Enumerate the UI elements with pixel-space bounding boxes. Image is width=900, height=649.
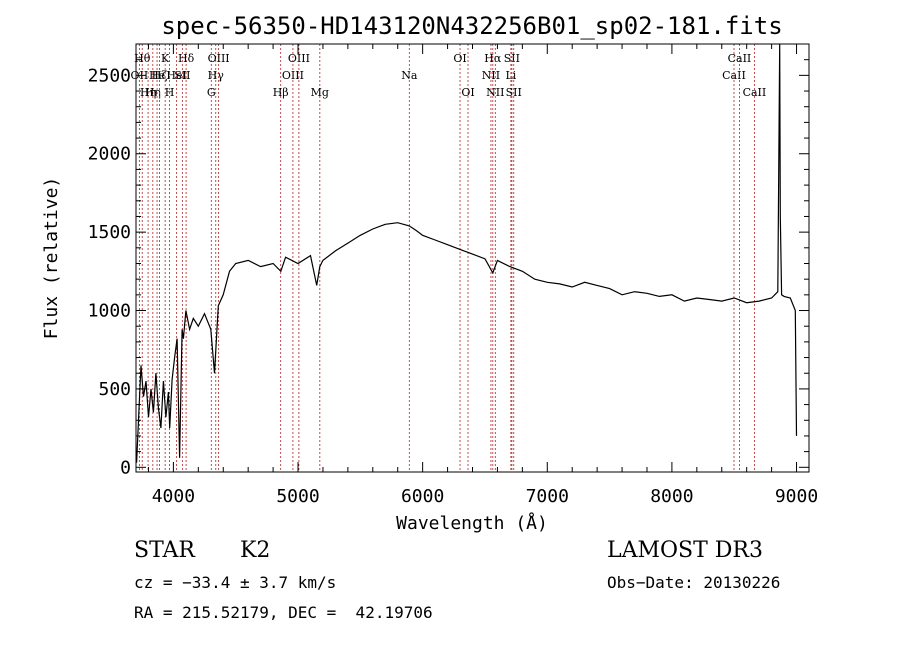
line-marker-label-11: G <box>207 86 216 99</box>
line-marker-label-13: OIII <box>208 52 230 65</box>
line-marker-label-5: Hζ <box>152 69 168 82</box>
line-marker-label-15: OIII <box>282 69 304 82</box>
x-tick-label-5000: 5000 <box>276 486 319 507</box>
line-marker-label-10: Hδ <box>178 52 195 65</box>
y-tick-label-1500: 1500 <box>88 222 131 243</box>
redshift-text: cz = −33.4 ± 3.7 km/s <box>134 573 337 592</box>
y-axis-label: Flux (relative) <box>41 177 62 340</box>
line-markers: OIIHθHηHηHeHζKHHeISIIHδGHγOIIIHβOIIIOIII… <box>131 44 767 472</box>
x-tick-label-4000: 4000 <box>152 486 195 507</box>
line-marker-label-19: OI <box>453 52 466 65</box>
line-marker-label-7: H <box>165 86 175 99</box>
spectral-subclass: K2 <box>240 538 271 563</box>
line-marker-label-3: Hη <box>145 86 161 99</box>
plot-frame <box>135 43 810 473</box>
line-marker-label-23: NII <box>486 86 504 99</box>
line-marker-label-6: K <box>161 52 170 65</box>
line-marker-label-16: OIII <box>288 52 310 65</box>
line-marker-label-22: Hα <box>484 52 502 65</box>
line-marker-label-9: SII <box>174 69 190 82</box>
line-marker-label-20: OI <box>461 86 474 99</box>
x-tick-label-8000: 8000 <box>650 486 693 507</box>
line-marker-label-17: Mg <box>311 86 329 99</box>
y-tick-label-2500: 2500 <box>88 65 131 86</box>
line-marker-label-24: Li <box>505 69 516 82</box>
line-marker-label-21: NII <box>482 69 500 82</box>
x-tick-label-7000: 7000 <box>526 486 569 507</box>
y-tick-label-0: 0 <box>120 457 131 478</box>
line-marker-label-1: Hθ <box>134 52 151 65</box>
spectrum-line <box>136 43 798 463</box>
line-marker-label-2: Hη <box>140 86 156 99</box>
y-tick-label-500: 500 <box>98 379 131 400</box>
object-class: STAR <box>134 538 195 563</box>
line-marker-label-29: CaII <box>743 86 767 99</box>
line-marker-label-18: Na <box>401 69 418 82</box>
survey-name: LAMOST DR3 <box>607 538 763 563</box>
line-marker-label-4: He <box>149 69 165 82</box>
line-marker-label-25: SII <box>504 52 520 65</box>
y-tick-label-2000: 2000 <box>88 144 131 165</box>
line-marker-label-26: SII <box>506 86 522 99</box>
line-marker-label-8: HeI <box>166 69 186 82</box>
line-marker-label-27: CaII <box>722 69 746 82</box>
x-tick-label-9000: 9000 <box>775 486 818 507</box>
x-axis-label: Wavelength (Å) <box>396 512 548 534</box>
line-marker-label-28: CaII <box>728 52 752 65</box>
line-marker-label-12: Hγ <box>208 69 225 82</box>
obs-date-text: Obs−Date: 20130226 <box>607 573 781 592</box>
coordinates-text: RA = 215.52179, DEC = 42.19706 <box>134 603 433 622</box>
chart-title: spec-56350-HD143120N432256B01_sp02-181.f… <box>161 12 782 40</box>
line-marker-label-14: Hβ <box>273 86 289 99</box>
axes: 4000 5000 6000 7000 8000 9000 0 500 1000 1500 2000… <box>88 44 818 507</box>
y-tick-label-1000: 1000 <box>88 301 131 322</box>
x-tick-label-6000: 6000 <box>401 486 444 507</box>
